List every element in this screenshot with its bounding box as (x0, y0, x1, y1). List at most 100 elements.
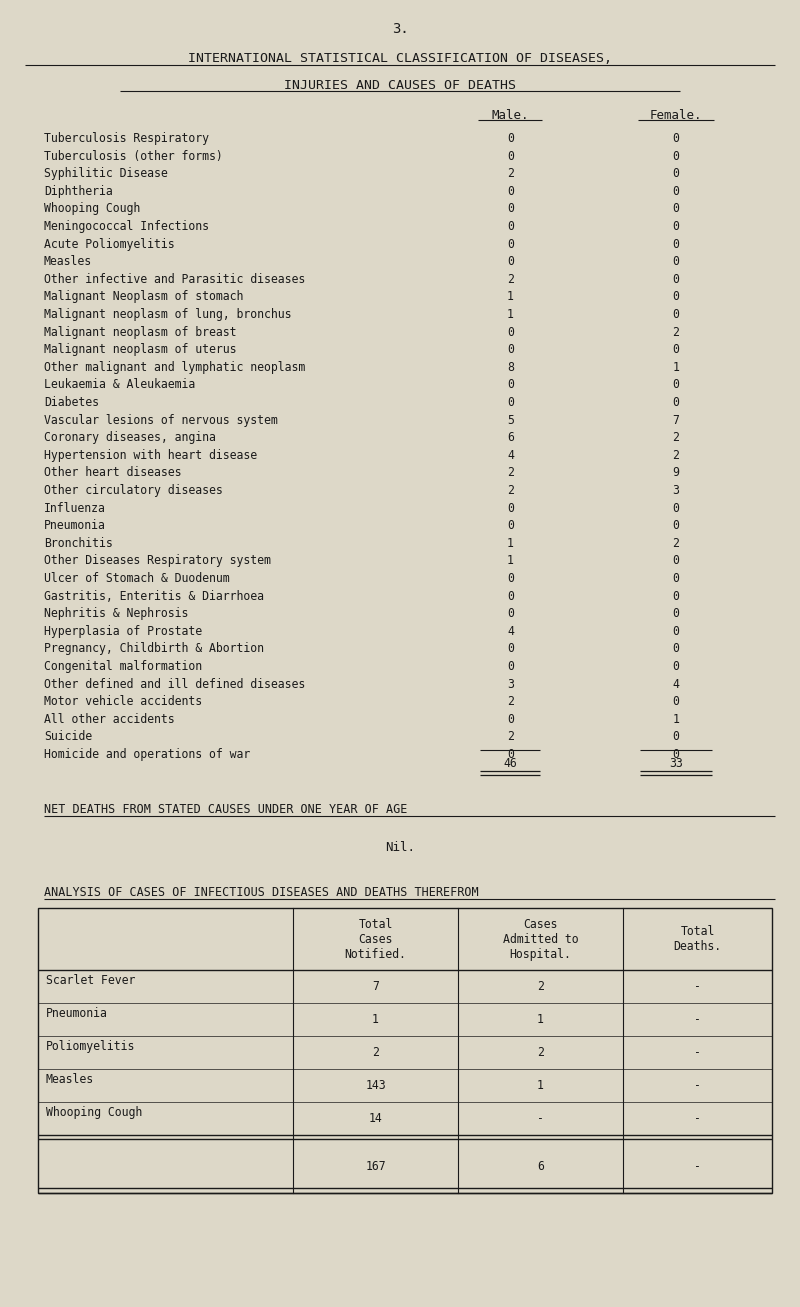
Text: Pneumonia: Pneumonia (44, 519, 106, 532)
Text: 0: 0 (673, 572, 679, 586)
Text: Acute Poliomyelitis: Acute Poliomyelitis (44, 238, 174, 251)
Text: 0: 0 (673, 149, 679, 162)
Text: Hypertension with heart disease: Hypertension with heart disease (44, 448, 257, 461)
Text: 3: 3 (507, 677, 514, 690)
Text: 0: 0 (507, 255, 514, 268)
Text: 14: 14 (369, 1112, 382, 1125)
Text: 2: 2 (507, 695, 514, 708)
Text: Syphilitic Disease: Syphilitic Disease (44, 167, 168, 180)
Text: 2: 2 (507, 731, 514, 744)
Text: 0: 0 (507, 712, 514, 725)
Text: 5: 5 (507, 413, 514, 426)
Text: Homicide and operations of war: Homicide and operations of war (44, 748, 250, 761)
Text: 7: 7 (673, 413, 679, 426)
Text: 0: 0 (673, 660, 679, 673)
Text: 2: 2 (673, 431, 679, 444)
Text: 0: 0 (507, 608, 514, 621)
Text: 0: 0 (507, 748, 514, 761)
Text: Diabetes: Diabetes (44, 396, 99, 409)
Text: Malignant neoplasm of lung, bronchus: Malignant neoplasm of lung, bronchus (44, 308, 291, 322)
Text: 0: 0 (507, 203, 514, 216)
Text: 2: 2 (507, 167, 514, 180)
Text: Nephritis & Nephrosis: Nephritis & Nephrosis (44, 608, 188, 621)
Text: 8: 8 (507, 361, 514, 374)
Text: 2: 2 (537, 980, 544, 993)
Text: 0: 0 (507, 572, 514, 586)
Text: All other accidents: All other accidents (44, 712, 174, 725)
Text: Whooping Cough: Whooping Cough (44, 203, 140, 216)
Text: Male.: Male. (492, 108, 529, 122)
Text: 0: 0 (507, 132, 514, 145)
Text: 9: 9 (673, 467, 679, 480)
Text: -: - (694, 1159, 701, 1172)
Text: Diphtheria: Diphtheria (44, 184, 113, 197)
Text: 6: 6 (507, 431, 514, 444)
Text: Other Diseases Respiratory system: Other Diseases Respiratory system (44, 554, 271, 567)
Text: Measles: Measles (44, 255, 92, 268)
Text: 0: 0 (673, 748, 679, 761)
Text: 1: 1 (507, 308, 514, 322)
Text: 1: 1 (507, 554, 514, 567)
Text: Vascular lesions of nervous system: Vascular lesions of nervous system (44, 413, 278, 426)
Text: 0: 0 (673, 554, 679, 567)
Text: 0: 0 (673, 608, 679, 621)
Text: 143: 143 (365, 1080, 386, 1093)
Text: INJURIES AND CAUSES OF DEATHS: INJURIES AND CAUSES OF DEATHS (284, 78, 516, 91)
Text: Tuberculosis Respiratory: Tuberculosis Respiratory (44, 132, 209, 145)
Bar (38, 908, 772, 1193)
Text: NET DEATHS FROM STATED CAUSES UNDER ONE YEAR OF AGE: NET DEATHS FROM STATED CAUSES UNDER ONE … (44, 804, 407, 817)
Text: 2: 2 (673, 325, 679, 339)
Text: 3: 3 (673, 484, 679, 497)
Text: -: - (694, 1112, 701, 1125)
Text: Other defined and ill defined diseases: Other defined and ill defined diseases (44, 677, 306, 690)
Text: Poliomyelitis: Poliomyelitis (46, 1040, 135, 1053)
Text: 1: 1 (673, 361, 679, 374)
Text: 1: 1 (507, 290, 514, 303)
Text: 2: 2 (507, 484, 514, 497)
Text: -: - (694, 1013, 701, 1026)
Text: Hyperplasia of Prostate: Hyperplasia of Prostate (44, 625, 202, 638)
Text: Malignant Neoplasm of stomach: Malignant Neoplasm of stomach (44, 290, 243, 303)
Text: 0: 0 (673, 184, 679, 197)
Text: Scarlet Fever: Scarlet Fever (46, 975, 135, 987)
Text: Meningococcal Infections: Meningococcal Infections (44, 220, 209, 233)
Text: Total
Cases
Notified.: Total Cases Notified. (345, 918, 406, 961)
Text: 3.: 3. (392, 22, 408, 37)
Text: 0: 0 (507, 589, 514, 603)
Text: Motor vehicle accidents: Motor vehicle accidents (44, 695, 202, 708)
Text: 0: 0 (673, 238, 679, 251)
Text: 0: 0 (673, 396, 679, 409)
Text: Measles: Measles (46, 1073, 94, 1086)
Text: 7: 7 (372, 980, 379, 993)
Text: Tuberculosis (other forms): Tuberculosis (other forms) (44, 149, 222, 162)
Text: Suicide: Suicide (44, 731, 92, 744)
Text: Whooping Cough: Whooping Cough (46, 1106, 142, 1119)
Text: 0: 0 (507, 643, 514, 655)
Text: Leukaemia & Aleukaemia: Leukaemia & Aleukaemia (44, 379, 195, 391)
Text: 0: 0 (507, 149, 514, 162)
Text: ANALYSIS OF CASES OF INFECTIOUS DISEASES AND DEATHS THEREFROM: ANALYSIS OF CASES OF INFECTIOUS DISEASES… (44, 886, 478, 899)
Text: 167: 167 (365, 1159, 386, 1172)
Text: 4: 4 (507, 448, 514, 461)
Text: 0: 0 (507, 344, 514, 357)
Text: Cases
Admitted to
Hospital.: Cases Admitted to Hospital. (502, 918, 578, 961)
Text: 0: 0 (673, 344, 679, 357)
Text: 0: 0 (507, 502, 514, 515)
Text: Ulcer of Stomach & Duodenum: Ulcer of Stomach & Duodenum (44, 572, 230, 586)
Text: Female.: Female. (650, 108, 702, 122)
Text: 0: 0 (673, 308, 679, 322)
Text: -: - (694, 1046, 701, 1059)
Text: Other heart diseases: Other heart diseases (44, 467, 182, 480)
Text: 1: 1 (507, 537, 514, 550)
Text: 33: 33 (669, 757, 683, 770)
Text: 0: 0 (507, 325, 514, 339)
Text: Other infective and Parasitic diseases: Other infective and Parasitic diseases (44, 273, 306, 286)
Text: 46: 46 (503, 757, 518, 770)
Text: -: - (537, 1112, 544, 1125)
Text: 0: 0 (673, 379, 679, 391)
Text: 1: 1 (673, 712, 679, 725)
Text: Other malignant and lymphatic neoplasm: Other malignant and lymphatic neoplasm (44, 361, 306, 374)
Text: 0: 0 (673, 273, 679, 286)
Text: 2: 2 (507, 273, 514, 286)
Text: -: - (694, 980, 701, 993)
